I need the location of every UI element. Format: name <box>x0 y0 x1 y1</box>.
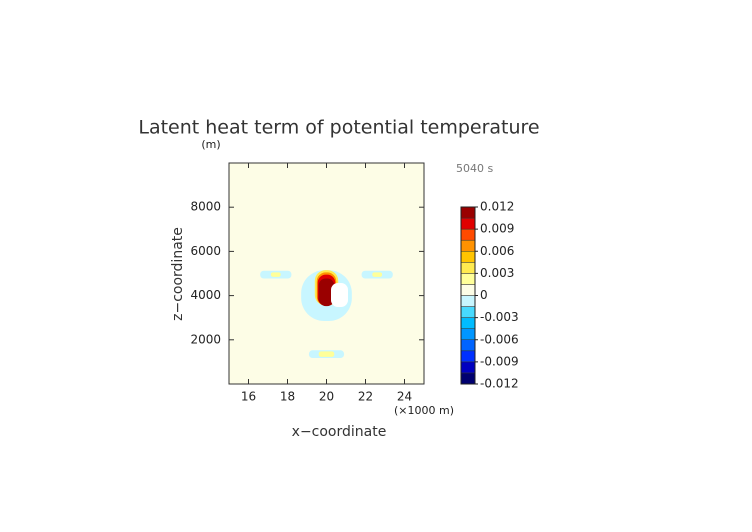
y-tick-label: 2000 <box>190 332 221 346</box>
contour-region <box>318 351 335 357</box>
colorbar-swatch <box>460 251 476 263</box>
x-unit: (×1000 m) <box>394 404 454 417</box>
y-tick-label: 6000 <box>190 244 221 258</box>
x-tick-label: 20 <box>319 390 334 404</box>
colorbar-swatch <box>460 350 476 363</box>
contour-region <box>318 278 335 307</box>
colorbar-tick-label: -0.009 <box>480 354 519 368</box>
x-tick-label: 18 <box>280 390 295 404</box>
colorbar-swatch <box>460 228 476 241</box>
colorbar-swatch <box>460 339 476 352</box>
colorbar-tick-label: -0.006 <box>480 332 519 346</box>
x-axis-title: x−coordinate <box>292 424 387 440</box>
colorbar-swatch <box>460 217 476 230</box>
x-tick-label: 22 <box>358 390 373 404</box>
axes: 16 18 20 22 24 2000 4000 6000 8000 0.012 0.009 0.00… <box>190 162 519 404</box>
colorbar-tick-label: 0.003 <box>480 266 514 280</box>
colorbar-tick-label: 0.006 <box>480 244 514 258</box>
colorbar-tick-label: 0.012 <box>480 200 514 214</box>
contour-region <box>372 272 383 277</box>
colorbar-tick-label: 0.009 <box>480 222 514 236</box>
x-tick-label: 24 <box>397 390 412 404</box>
y-tick-label: 4000 <box>190 288 221 302</box>
contour-region <box>270 272 281 277</box>
y-tick-label: 8000 <box>190 200 221 214</box>
colorbar-tick-label: 0 <box>480 288 488 302</box>
colorbar-swatch <box>460 361 476 374</box>
colorbar-tick-label: -0.003 <box>480 310 519 324</box>
y-axis-title: z−coordinate <box>170 227 186 321</box>
colorbar-swatch <box>460 328 476 340</box>
time-label: 5040 s <box>456 162 493 175</box>
y-unit: (m) <box>201 138 220 151</box>
colorbar-swatch <box>460 295 476 307</box>
colorbar-swatch <box>460 206 476 219</box>
colorbar-swatch <box>460 317 476 329</box>
colorbar-swatch <box>460 306 476 318</box>
colorbar-swatch <box>460 372 476 385</box>
field <box>229 163 424 384</box>
colorbar-tick-label: -0.012 <box>480 377 519 391</box>
colorbar-swatch <box>460 262 476 274</box>
chart-title: Latent heat term of potential temperatur… <box>138 117 539 139</box>
colorbar-swatch <box>460 239 476 252</box>
x-tick-label: 16 <box>241 390 256 404</box>
colorbar-swatch <box>460 284 476 296</box>
undefined-region <box>331 283 348 307</box>
colorbar-swatch <box>460 273 476 285</box>
